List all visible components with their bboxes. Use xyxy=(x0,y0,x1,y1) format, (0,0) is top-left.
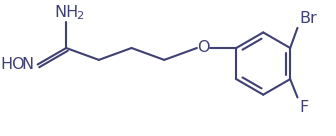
Text: N: N xyxy=(22,57,34,72)
Text: 2: 2 xyxy=(76,11,83,21)
Text: HO: HO xyxy=(0,57,25,72)
Text: NH: NH xyxy=(54,5,78,20)
Text: F: F xyxy=(299,100,308,115)
Text: O: O xyxy=(197,41,210,55)
Text: Br: Br xyxy=(299,11,317,26)
